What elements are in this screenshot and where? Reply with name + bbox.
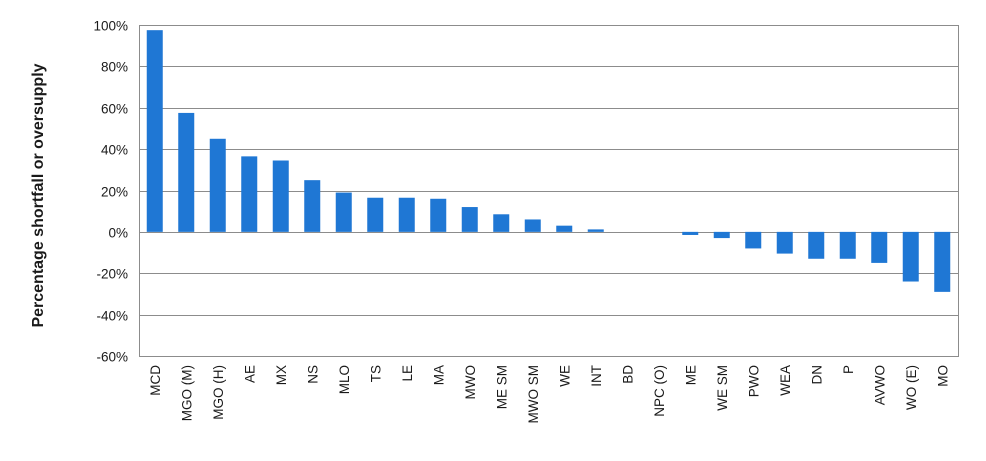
bar <box>745 231 762 249</box>
x-category-label: MGO (H) <box>211 365 226 420</box>
plot-area-border <box>139 25 959 357</box>
x-category-label: MWO SM <box>526 365 541 424</box>
bar <box>335 192 352 232</box>
y-tick-label: 20% <box>101 185 128 200</box>
bar <box>304 180 321 232</box>
bar <box>241 156 258 232</box>
bar <box>209 138 226 232</box>
bar <box>178 112 195 232</box>
bars <box>146 30 951 292</box>
bar <box>808 231 825 259</box>
x-category-label: P <box>841 365 856 374</box>
y-tick-label: -40% <box>96 309 128 324</box>
x-category-label: ME <box>683 365 698 385</box>
bar <box>839 231 856 259</box>
x-category-label: AE <box>242 365 257 383</box>
bar <box>587 229 604 232</box>
bar <box>461 207 478 232</box>
x-category-label: WO (E) <box>904 365 919 410</box>
y-tick-label: -20% <box>96 267 128 282</box>
bar <box>367 197 384 232</box>
bar <box>398 197 415 232</box>
y-tick-label: 80% <box>101 60 128 75</box>
x-category-label: LE <box>400 365 415 382</box>
x-category-label: TS <box>368 365 383 382</box>
y-axis-title: Percentage shortfall or oversupply <box>30 63 47 327</box>
x-category-label: NPC (O) <box>652 365 667 417</box>
x-category-label: MX <box>274 365 289 385</box>
x-category-label: DN <box>809 365 824 385</box>
x-category-label: MGO (M) <box>179 365 194 421</box>
x-category-label: INT <box>589 365 604 387</box>
x-axis-category-labels: MCD MGO (M) MGO (H) AE MX NS MLO TS LE MA MWO ME SM… <box>148 365 951 424</box>
x-category-label: MLO <box>337 365 352 394</box>
bar <box>934 231 951 292</box>
x-category-label: MWO <box>463 365 478 400</box>
bar <box>430 198 447 232</box>
bar <box>902 231 919 282</box>
bar <box>713 231 730 239</box>
x-category-label: BD <box>620 365 635 384</box>
bar <box>556 225 573 232</box>
x-category-label: AVWO <box>872 365 887 405</box>
gridlines <box>139 25 959 357</box>
y-tick-label: -60% <box>96 350 128 365</box>
bar <box>776 231 793 254</box>
bar <box>871 231 888 263</box>
bar <box>272 160 289 232</box>
x-category-label: MCD <box>148 365 163 396</box>
y-tick-label: 40% <box>101 143 128 158</box>
y-tick-label: 0% <box>108 226 128 241</box>
x-category-label: NS <box>305 365 320 384</box>
bar <box>682 231 699 235</box>
y-tick-label: 60% <box>101 102 128 117</box>
x-category-label: ME SM <box>494 365 509 409</box>
x-category-label: WE SM <box>715 365 730 411</box>
bar <box>493 214 510 232</box>
y-axis-ticks: -60% -40% -20% 0% 20% 40% 60% 80% 100% <box>93 19 128 365</box>
x-category-label: MO <box>935 365 950 387</box>
x-category-label: MA <box>431 365 446 385</box>
x-category-label: WE <box>557 365 572 387</box>
x-category-label: PWO <box>746 365 761 397</box>
y-tick-label: 100% <box>93 19 128 34</box>
bar <box>524 219 541 232</box>
bar <box>146 30 163 232</box>
x-category-label: WEA <box>778 365 793 396</box>
